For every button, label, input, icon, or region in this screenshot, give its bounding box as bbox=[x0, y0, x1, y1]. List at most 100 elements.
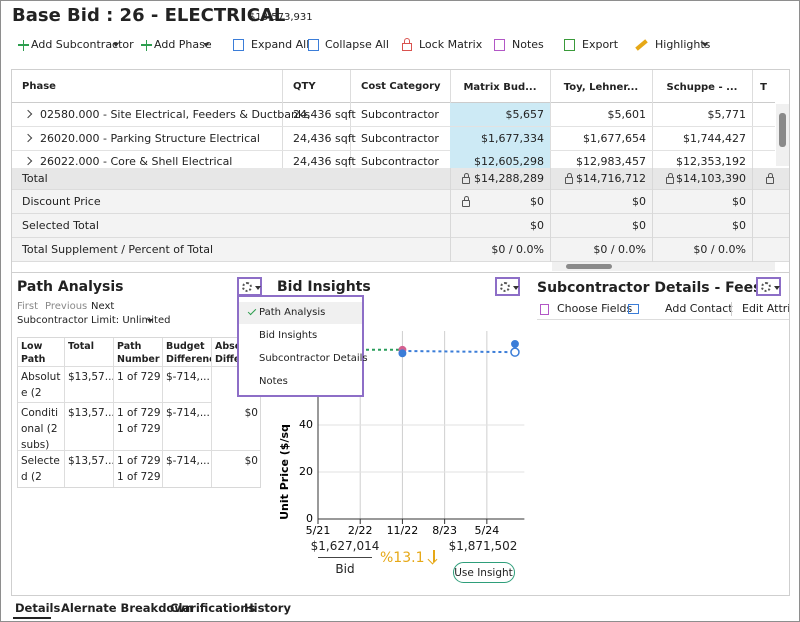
row-divider bbox=[12, 149, 775, 151]
icon bbox=[145, 39, 148, 51]
x-tick-label: 11/22 bbox=[387, 524, 419, 537]
amount-cell: $5,601 bbox=[607, 108, 647, 121]
pager-link[interactable]: Next bbox=[91, 301, 115, 312]
toolbar-button[interactable]: Export bbox=[582, 38, 619, 51]
cell-text: $13,57... bbox=[68, 371, 114, 383]
h-scroll-thumb bbox=[566, 264, 612, 269]
expand-chevron[interactable] bbox=[23, 109, 33, 119]
table-header: Budget Difference bbox=[166, 341, 211, 365]
summary-value: $14,716,712 bbox=[576, 172, 646, 185]
action-button[interactable]: Add Contact bbox=[665, 302, 733, 315]
menu-item[interactable]: Bid Insights bbox=[259, 330, 318, 341]
summary-value: $14,103,390 bbox=[676, 172, 746, 185]
tab[interactable]: Clarifications bbox=[170, 601, 256, 615]
h-scrollbar bbox=[552, 262, 775, 271]
table-cell: $13,57... bbox=[65, 451, 114, 487]
panel-settings[interactable] bbox=[756, 277, 781, 296]
tab[interactable]: History bbox=[244, 601, 291, 615]
pager-link[interactable]: Previous bbox=[45, 301, 88, 312]
cell-text: $13,57... bbox=[68, 455, 114, 467]
panel-title: Bid Insights bbox=[277, 279, 371, 295]
menu-item[interactable]: Subcontractor Details bbox=[259, 353, 368, 364]
summary-value: $0 bbox=[732, 219, 746, 232]
toolbar-button[interactable]: Collapse All bbox=[325, 38, 389, 51]
pager-link[interactable]: First bbox=[17, 301, 39, 312]
table-cell: $0 bbox=[212, 403, 260, 451]
cell-text: Absolute (2 subs) bbox=[21, 371, 61, 399]
low-bid-label: Bid bbox=[335, 562, 355, 576]
column-header: QTY bbox=[293, 81, 316, 92]
toolbar-button[interactable]: Notes bbox=[512, 38, 544, 51]
toolbar-button[interactable]: Add Subcontractor bbox=[31, 38, 134, 51]
table-cell: Selected (2 subs) bbox=[18, 451, 65, 487]
use-insight-button[interactable]: Use Insight bbox=[453, 562, 515, 583]
y-tick-label: 20 bbox=[299, 465, 313, 478]
summary-value: $0 / 0.0% bbox=[693, 243, 746, 256]
caret bbox=[203, 43, 209, 47]
icon bbox=[540, 304, 549, 315]
icon bbox=[402, 43, 412, 51]
toolbar-button[interactable]: Add Phase bbox=[154, 38, 212, 51]
bid-point bbox=[398, 349, 407, 358]
panel-settings[interactable] bbox=[495, 277, 520, 296]
action-button[interactable]: Edit Attributes bbox=[742, 302, 790, 315]
row-cell: Subcontractor bbox=[361, 155, 439, 168]
cell-text: 1 of 729 bbox=[117, 423, 161, 435]
column-divider bbox=[550, 168, 551, 262]
phase-name: 26020.000 - Parking Structure Electrical bbox=[40, 131, 260, 145]
menu-highlight bbox=[239, 302, 362, 324]
icon bbox=[564, 39, 575, 51]
summary-value: $0 bbox=[530, 195, 544, 208]
bid-amount: $13,573,931 bbox=[249, 12, 313, 23]
lock-icon bbox=[463, 196, 469, 201]
table-cell: Conditional (2 subs) bbox=[18, 403, 65, 451]
gear-icon bbox=[761, 282, 771, 292]
icon bbox=[494, 39, 505, 51]
tab[interactable]: Alernate Breakdown bbox=[61, 601, 194, 615]
toolbar-button[interactable]: Highlights bbox=[655, 38, 711, 51]
toolbar-button[interactable]: Expand All bbox=[251, 38, 310, 51]
toolbar-button[interactable]: Lock Matrix bbox=[419, 38, 483, 51]
x-tick-label: 8/23 bbox=[432, 524, 457, 537]
column-divider bbox=[282, 70, 283, 262]
grid-frame bbox=[11, 69, 790, 273]
x-tick-label: 5/21 bbox=[306, 524, 331, 537]
button-label: Use Insight bbox=[454, 567, 513, 579]
arrow-stem bbox=[433, 550, 435, 562]
column-divider bbox=[450, 168, 451, 262]
lock-icon bbox=[462, 177, 470, 184]
row-divider bbox=[12, 126, 775, 127]
lock-icon bbox=[565, 177, 573, 184]
action-button[interactable]: Choose Fields bbox=[557, 302, 633, 315]
cell-text: 1 of 729 bbox=[117, 471, 161, 483]
column-divider bbox=[350, 70, 351, 262]
column-divider bbox=[752, 70, 753, 262]
summary-label: Total bbox=[22, 172, 48, 185]
cell-text: $0 bbox=[244, 407, 258, 419]
summary-value: $0 bbox=[530, 219, 544, 232]
cell-text: $-714,... bbox=[166, 407, 210, 419]
cell-text: 1 of 729 bbox=[117, 455, 161, 467]
edit-wrap: Edit Attributes bbox=[742, 300, 790, 318]
phase-name: 26022.000 - Core & Shell Electrical bbox=[40, 155, 233, 168]
summary-row bbox=[12, 168, 789, 190]
tab[interactable]: Details bbox=[15, 601, 61, 615]
matrix-cell bbox=[450, 150, 550, 168]
caret bbox=[513, 286, 519, 290]
limit-dropdown[interactable]: Subcontractor Limit: Unlimited bbox=[17, 315, 171, 326]
icon bbox=[628, 304, 639, 314]
amount-cell: $1,677,334 bbox=[481, 131, 544, 145]
column-divider bbox=[652, 70, 653, 262]
menu-item[interactable]: Path Analysis bbox=[259, 307, 326, 318]
expand-chevron[interactable] bbox=[23, 156, 33, 166]
v-scroll-thumb bbox=[779, 113, 786, 147]
expand-chevron[interactable] bbox=[23, 133, 33, 142]
page-title: Base Bid : 26 - ELECTRICAL bbox=[12, 5, 286, 26]
table-cell: $-714,... bbox=[163, 403, 212, 451]
tab-underline bbox=[13, 617, 51, 619]
table-header-cell: Total bbox=[65, 338, 114, 367]
cell-text: $0 bbox=[244, 455, 258, 467]
lock-icon bbox=[767, 173, 773, 178]
menu-item[interactable]: Notes bbox=[259, 376, 288, 387]
